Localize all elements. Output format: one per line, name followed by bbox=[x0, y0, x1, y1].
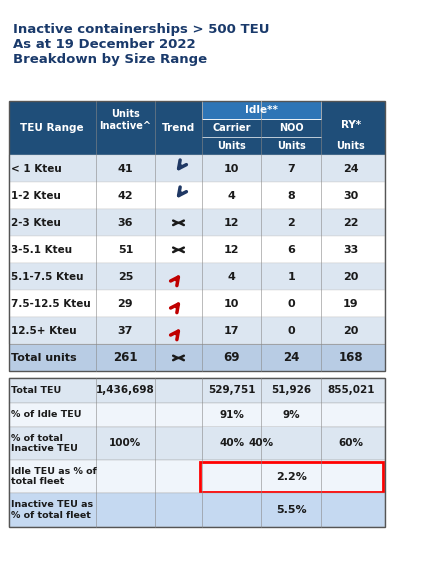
Text: 5.5%: 5.5% bbox=[276, 505, 306, 515]
Text: 100%: 100% bbox=[109, 438, 142, 449]
Text: 10: 10 bbox=[224, 299, 239, 309]
Text: 69: 69 bbox=[224, 351, 240, 365]
Text: 24: 24 bbox=[283, 351, 299, 365]
Text: 51,926: 51,926 bbox=[271, 385, 311, 396]
Text: Carrier: Carrier bbox=[212, 122, 251, 133]
Text: Units: Units bbox=[336, 141, 365, 151]
Text: 1,436,698: 1,436,698 bbox=[96, 385, 155, 396]
Bar bbox=[8, 182, 385, 209]
Text: 41: 41 bbox=[118, 164, 133, 174]
Text: Idle**: Idle** bbox=[245, 105, 278, 114]
Text: TEU Range: TEU Range bbox=[20, 123, 84, 133]
Text: 8: 8 bbox=[287, 191, 295, 201]
Bar bbox=[8, 317, 385, 344]
Text: 19: 19 bbox=[343, 299, 358, 309]
Text: 4: 4 bbox=[228, 191, 235, 201]
Text: 12.5+ Kteu: 12.5+ Kteu bbox=[11, 326, 76, 336]
Text: 24: 24 bbox=[343, 164, 358, 174]
Text: 6: 6 bbox=[287, 245, 295, 255]
Bar bbox=[8, 155, 385, 182]
Text: 37: 37 bbox=[118, 326, 133, 336]
Text: Inactive containerships > 500 TEU
As at 19 December 2022
Breakdown by Size Range: Inactive containerships > 500 TEU As at … bbox=[13, 23, 269, 66]
Text: 3-5.1 Kteu: 3-5.1 Kteu bbox=[11, 245, 72, 255]
Text: 60%: 60% bbox=[338, 438, 363, 449]
Bar bbox=[8, 209, 385, 236]
Bar bbox=[202, 427, 321, 459]
Text: % of Idle TEU: % of Idle TEU bbox=[11, 410, 81, 419]
Text: 12: 12 bbox=[224, 218, 239, 228]
Text: 22: 22 bbox=[343, 218, 358, 228]
Text: 261: 261 bbox=[113, 351, 138, 365]
Text: 855,021: 855,021 bbox=[327, 385, 374, 396]
Text: 25: 25 bbox=[118, 272, 133, 282]
Text: 30: 30 bbox=[343, 191, 358, 201]
Text: 7.5-12.5 Kteu: 7.5-12.5 Kteu bbox=[11, 299, 91, 309]
Text: 33: 33 bbox=[343, 245, 358, 255]
Bar bbox=[200, 462, 382, 492]
Text: Units: Units bbox=[277, 141, 306, 151]
Text: 40%: 40% bbox=[249, 438, 274, 449]
Text: Total TEU: Total TEU bbox=[11, 386, 61, 395]
Text: 1: 1 bbox=[287, 272, 295, 282]
Text: 7: 7 bbox=[287, 164, 295, 174]
Text: 0: 0 bbox=[287, 326, 295, 336]
Text: 2.2%: 2.2% bbox=[276, 472, 306, 482]
Bar bbox=[8, 101, 385, 371]
Text: 17: 17 bbox=[224, 326, 239, 336]
Text: < 1 Kteu: < 1 Kteu bbox=[11, 164, 61, 174]
Text: 0: 0 bbox=[287, 299, 295, 309]
Text: 1-2 Kteu: 1-2 Kteu bbox=[11, 191, 60, 201]
Text: 91%: 91% bbox=[219, 409, 244, 420]
Text: 42: 42 bbox=[118, 191, 133, 201]
Text: 529,751: 529,751 bbox=[208, 385, 255, 396]
Bar bbox=[8, 402, 385, 427]
Text: 29: 29 bbox=[118, 299, 133, 309]
Text: % of total
Inactive TEU: % of total Inactive TEU bbox=[11, 434, 77, 453]
Text: 2-3 Kteu: 2-3 Kteu bbox=[11, 218, 60, 228]
Text: 20: 20 bbox=[343, 272, 358, 282]
Text: 10: 10 bbox=[224, 164, 239, 174]
Text: 36: 36 bbox=[118, 218, 133, 228]
Bar bbox=[8, 263, 385, 290]
Bar bbox=[8, 101, 385, 155]
Text: 9%: 9% bbox=[282, 409, 300, 420]
Text: Total units: Total units bbox=[11, 353, 76, 363]
Bar bbox=[202, 101, 321, 118]
Bar bbox=[8, 378, 385, 527]
Bar bbox=[8, 344, 385, 371]
Text: 4: 4 bbox=[228, 272, 235, 282]
Text: RY*: RY* bbox=[340, 120, 361, 130]
Text: 20: 20 bbox=[343, 326, 358, 336]
Text: NOO: NOO bbox=[279, 122, 303, 133]
Text: 5.1-7.5 Kteu: 5.1-7.5 Kteu bbox=[11, 272, 83, 282]
Bar bbox=[8, 236, 385, 263]
Text: Units: Units bbox=[217, 141, 246, 151]
Bar bbox=[8, 460, 385, 493]
Text: Trend: Trend bbox=[162, 123, 195, 133]
Bar bbox=[8, 427, 385, 460]
Text: 40%: 40% bbox=[219, 438, 244, 449]
Text: 2: 2 bbox=[287, 218, 295, 228]
Text: 12: 12 bbox=[224, 245, 239, 255]
Bar bbox=[8, 378, 385, 402]
Text: Units
Inactive^: Units Inactive^ bbox=[99, 109, 151, 131]
Text: Inactive TEU as
% of total fleet: Inactive TEU as % of total fleet bbox=[11, 500, 93, 520]
Text: 168: 168 bbox=[338, 351, 363, 365]
Bar bbox=[8, 290, 385, 317]
Text: Idle TEU as % of
total fleet: Idle TEU as % of total fleet bbox=[11, 467, 96, 486]
Bar bbox=[8, 493, 385, 527]
Text: 51: 51 bbox=[118, 245, 133, 255]
